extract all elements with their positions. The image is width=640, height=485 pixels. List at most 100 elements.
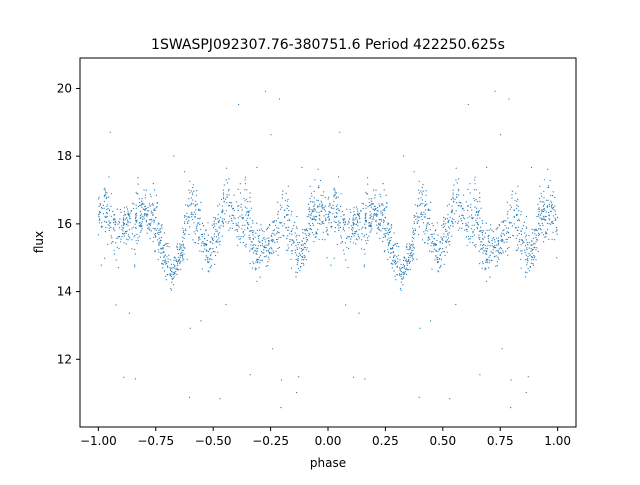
- data-point: [426, 230, 428, 232]
- data-point: [526, 227, 528, 229]
- data-point: [500, 253, 503, 255]
- data-point: [388, 243, 390, 245]
- data-point: [530, 262, 532, 264]
- data-point: [265, 247, 267, 249]
- data-point: [117, 236, 119, 238]
- data-point: [396, 265, 398, 267]
- data-point: [437, 270, 439, 272]
- data-point: [455, 167, 457, 169]
- data-point: [169, 274, 171, 277]
- data-point: [334, 215, 336, 217]
- data-point: [204, 243, 206, 245]
- data-point: [157, 231, 159, 233]
- data-point: [230, 217, 232, 220]
- data-point: [325, 213, 327, 215]
- data-point: [161, 248, 163, 250]
- data-point: [501, 348, 503, 350]
- data-point: [524, 232, 526, 234]
- data-point: [464, 229, 466, 231]
- data-point: [384, 216, 386, 219]
- data-point: [527, 244, 529, 246]
- data-point: [238, 103, 240, 106]
- data-point: [314, 203, 316, 205]
- data-point: [354, 219, 356, 221]
- data-point: [481, 222, 484, 224]
- data-point: [550, 210, 552, 212]
- data-point: [518, 233, 520, 235]
- data-point: [489, 254, 491, 257]
- data-point: [409, 256, 411, 258]
- data-point: [516, 207, 518, 209]
- data-point: [158, 234, 160, 236]
- data-point: [533, 242, 535, 244]
- data-point: [400, 273, 403, 275]
- data-point: [181, 257, 184, 259]
- data-point: [98, 216, 100, 218]
- data-point: [205, 255, 207, 257]
- data-point: [510, 222, 512, 224]
- data-point: [409, 261, 411, 263]
- data-point: [492, 238, 494, 240]
- data-point: [500, 134, 502, 136]
- data-point: [509, 204, 511, 206]
- data-point: [457, 229, 459, 231]
- data-point: [424, 242, 426, 244]
- data-point: [162, 247, 164, 249]
- data-point: [135, 218, 137, 220]
- data-point: [348, 218, 351, 220]
- data-point: [365, 213, 367, 215]
- data-point: [467, 188, 469, 190]
- data-point: [422, 184, 424, 186]
- data-point: [521, 253, 523, 255]
- data-point: [537, 250, 539, 253]
- data-point: [550, 223, 552, 225]
- data-point: [167, 261, 169, 263]
- data-point: [452, 196, 454, 198]
- data-point: [331, 207, 333, 210]
- data-point: [521, 240, 524, 242]
- data-point: [132, 202, 134, 204]
- data-point: [208, 271, 210, 273]
- data-point: [387, 234, 389, 236]
- data-point: [521, 250, 523, 252]
- data-point: [113, 228, 115, 230]
- data-point: [201, 233, 204, 235]
- data-point: [153, 236, 155, 238]
- data-point: [255, 267, 257, 269]
- data-point: [399, 287, 401, 290]
- data-point: [357, 222, 359, 224]
- data-point: [222, 189, 224, 191]
- data-point: [332, 204, 334, 206]
- data-point: [467, 205, 469, 207]
- data-point: [264, 256, 266, 258]
- data-point: [166, 245, 168, 247]
- y-tick-label: 16: [57, 217, 72, 231]
- data-point: [406, 261, 408, 263]
- data-point: [127, 219, 129, 221]
- data-point: [256, 253, 258, 255]
- data-point: [496, 261, 498, 263]
- data-point: [303, 259, 305, 261]
- data-point: [293, 225, 295, 227]
- data-point: [328, 222, 330, 224]
- data-point: [267, 261, 269, 263]
- data-point: [214, 217, 216, 219]
- data-point: [164, 254, 166, 256]
- data-point: [392, 248, 394, 250]
- data-point: [210, 241, 212, 243]
- data-point: [515, 237, 517, 239]
- data-point: [149, 237, 151, 240]
- data-point: [313, 241, 315, 243]
- data-point: [305, 249, 307, 251]
- data-point: [121, 225, 123, 227]
- data-point: [99, 204, 102, 206]
- data-point: [226, 182, 229, 184]
- data-point: [318, 214, 320, 216]
- data-point: [221, 211, 223, 213]
- data-point: [297, 259, 299, 261]
- data-point: [240, 206, 242, 208]
- data-point: [202, 241, 204, 243]
- data-point: [361, 233, 363, 235]
- data-point: [295, 236, 297, 238]
- data-point: [166, 265, 169, 267]
